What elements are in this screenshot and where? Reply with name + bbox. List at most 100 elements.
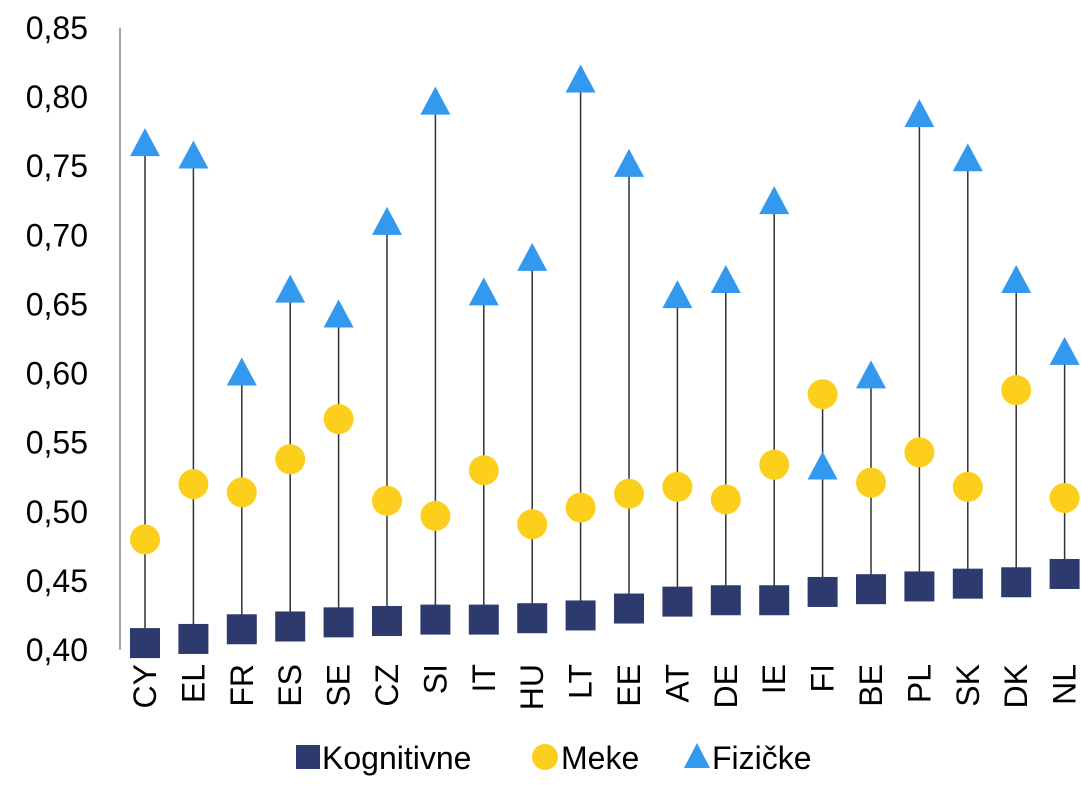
kognitivne-point (662, 586, 693, 617)
legend-meke-marker (532, 744, 558, 770)
fizicke-point (420, 86, 451, 115)
kognitivne-point (1001, 567, 1032, 598)
x-tick-label: HU (514, 664, 550, 710)
y-tick-label: 0,70 (26, 217, 88, 253)
kognitivne-point (952, 568, 983, 599)
x-tick-label: BE (853, 664, 889, 707)
x-tick-label: SK (950, 664, 986, 707)
meke-point (856, 467, 886, 498)
fizicke-point (759, 186, 790, 215)
kognitivne-point (517, 603, 548, 634)
meke-point (226, 477, 257, 508)
fizicke-point (372, 206, 402, 235)
x-tick-label: IE (756, 664, 792, 694)
legend-meke-label: Meke (561, 740, 639, 776)
x-tick-label: EL (175, 664, 211, 703)
kognitivne-point (856, 574, 886, 605)
x-tick-label: SI (417, 664, 453, 694)
meke-point (807, 379, 838, 410)
data-marks (130, 64, 1080, 659)
legend-kognitivne-marker (296, 745, 320, 769)
x-tick-labels: CY EL FR ES SE CZ SI IT HU LT EE AT DE IE FI BE PL SK DK NL (127, 664, 1081, 710)
kognitivne-point (130, 628, 160, 659)
kognitivne-point (1049, 558, 1080, 589)
meke-point (420, 500, 451, 531)
meke-point (130, 524, 160, 555)
x-tick-label: PL (901, 664, 937, 703)
fizicke-point (468, 277, 499, 306)
meke-point (1049, 482, 1080, 513)
fizicke-point (517, 242, 548, 271)
meke-point (952, 471, 983, 502)
fizicke-point (710, 264, 741, 293)
x-tick-label: CY (127, 664, 163, 708)
range-lines (144, 80, 1066, 644)
x-tick-label: SE (321, 664, 357, 707)
meke-point (372, 485, 402, 516)
fizicke-point (662, 280, 693, 309)
meke-point (710, 484, 741, 515)
legend: Kognitivne Meke Fizičke (296, 740, 812, 776)
y-tick-label: 0,60 (26, 356, 88, 392)
y-tick-label: 0,65 (26, 286, 88, 322)
meke-point (759, 449, 790, 480)
kognitivne-point (807, 576, 838, 607)
meke-point (275, 444, 306, 475)
x-tick-label: CZ (369, 664, 405, 707)
y-tick-label: 0,80 (26, 79, 88, 115)
fizicke-point (614, 148, 644, 177)
meke-point (517, 509, 548, 540)
kognitivne-point (178, 623, 209, 654)
meke-point (904, 437, 935, 468)
legend-kognitivne-label: Kognitivne (322, 740, 471, 776)
kognitivne-point (614, 593, 644, 624)
x-tick-label: ES (272, 664, 308, 707)
fizicke-point (226, 357, 257, 386)
y-tick-label: 0,85 (26, 10, 88, 46)
legend-fizicke-label: Fizičke (712, 740, 812, 776)
kognitivne-point (904, 571, 935, 602)
y-tick-labels: 0,40 0,45 0,50 0,55 0,60 0,65 0,70 0,75 0,80 0,85 (26, 10, 88, 668)
y-tick-label: 0,40 (26, 632, 88, 668)
x-tick-label: FI (805, 664, 841, 692)
kognitivne-point (565, 600, 596, 631)
kognitivne-point (420, 604, 451, 635)
meke-point (178, 469, 209, 500)
fizicke-point (275, 274, 306, 303)
fizicke-point (807, 451, 838, 480)
kognitivne-point (226, 614, 257, 645)
kognitivne-point (710, 585, 741, 616)
meke-point (468, 455, 499, 486)
fizicke-point (1001, 264, 1032, 293)
x-tick-label: AT (659, 664, 695, 703)
fizicke-point (130, 128, 160, 157)
kognitivne-point (468, 604, 499, 635)
legend-fizicke-marker (684, 743, 710, 768)
kognitivne-point (372, 605, 402, 636)
fizicke-point (904, 99, 935, 128)
fizicke-point (565, 64, 596, 93)
y-tick-label: 0,75 (26, 148, 88, 184)
y-tick-label: 0,55 (26, 425, 88, 461)
x-tick-label: DE (708, 664, 744, 708)
y-tick-label: 0,45 (26, 563, 88, 599)
x-tick-label: NL (1047, 664, 1081, 705)
fizicke-point (178, 140, 209, 169)
x-tick-label: DK (998, 664, 1034, 708)
kognitivne-point (759, 585, 790, 616)
x-tick-label: LT (563, 664, 599, 699)
kognitivne-point (275, 611, 306, 642)
x-tick-label: FR (224, 664, 260, 707)
kognitivne-point (323, 607, 354, 638)
meke-point (565, 492, 596, 523)
meke-point (614, 478, 644, 509)
x-tick-label: IT (466, 664, 502, 692)
fizicke-point (323, 299, 354, 328)
meke-point (662, 471, 693, 502)
fizicke-point (952, 143, 983, 172)
meke-point (323, 404, 354, 435)
fizicke-point (1049, 336, 1080, 365)
y-tick-label: 0,50 (26, 494, 88, 530)
fizicke-point (856, 360, 886, 389)
